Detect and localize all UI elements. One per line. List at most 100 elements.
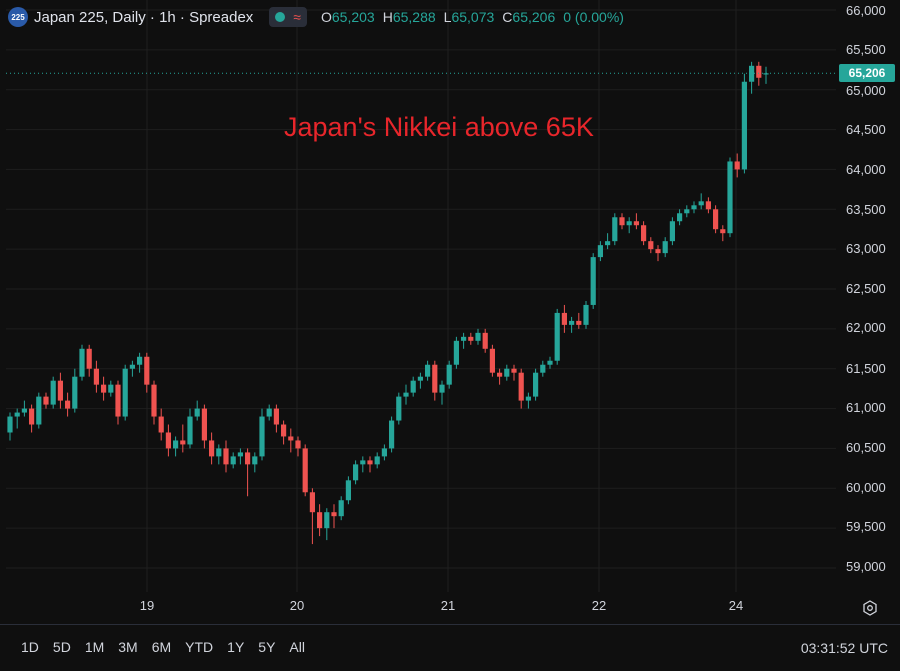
y-tick-label: 63,000	[846, 241, 886, 256]
last-price-tag: 65,206	[839, 64, 895, 82]
y-tick-label: 60,000	[846, 480, 886, 495]
range-5y-button[interactable]: 5Y	[258, 639, 276, 655]
candle	[72, 368, 78, 413]
y-tick-label: 59,500	[846, 519, 886, 534]
candle	[741, 73, 747, 174]
y-tick-label: 59,000	[846, 559, 886, 574]
symbol-badge[interactable]: 225	[8, 7, 28, 27]
candle-body-down	[43, 396, 49, 405]
candle-body-down	[165, 432, 171, 449]
price-chart[interactable]	[0, 0, 900, 624]
candle	[137, 352, 143, 373]
candle-body-down	[302, 448, 308, 493]
candle-body-up	[554, 312, 560, 361]
candle-body-up	[353, 464, 359, 481]
range-1y-button[interactable]: 1Y	[227, 639, 245, 655]
y-tick-label: 62,500	[846, 281, 886, 296]
candle	[396, 392, 402, 425]
y-tick-label: 61,500	[846, 361, 886, 376]
candle-body-up	[187, 416, 193, 445]
y-tick-label: 64,500	[846, 122, 886, 137]
range-selector: 1D 5D 1M 3M 6M YTD 1Y 5Y All	[14, 639, 312, 655]
candle	[101, 376, 107, 401]
candle-body-up	[7, 416, 13, 433]
candle	[374, 452, 380, 469]
candle-body-down	[482, 332, 488, 349]
candle-body-down	[648, 241, 654, 250]
candle-body-down	[367, 460, 373, 465]
candle	[662, 237, 668, 258]
candle	[547, 356, 553, 369]
chart-title[interactable]: Japan 225, Daily · 1h · Spreadex	[34, 8, 254, 26]
candle	[115, 380, 121, 425]
candle	[129, 360, 135, 377]
candle-body-down	[756, 65, 762, 78]
utc-clock[interactable]: 03:31:52 UTC	[800, 640, 888, 656]
range-all-button[interactable]: All	[289, 639, 305, 655]
candle-body-up	[453, 340, 459, 365]
range-1m-button[interactable]: 1M	[84, 639, 105, 655]
x-tick-label: 21	[440, 598, 456, 613]
candle	[381, 444, 387, 461]
range-3m-button[interactable]: 3M	[118, 639, 138, 655]
x-tick-label: 20	[289, 598, 305, 613]
candle	[295, 436, 301, 457]
candle	[266, 404, 272, 421]
candle-body-up	[129, 364, 135, 369]
gear-icon[interactable]	[860, 598, 880, 618]
candle	[122, 364, 128, 421]
candle	[21, 400, 27, 417]
candle-body-up	[410, 380, 416, 393]
y-tick-label: 60,500	[846, 440, 886, 455]
candle-body-down	[209, 440, 215, 457]
candle-body-up	[691, 205, 697, 210]
candle-body-down	[576, 320, 582, 325]
candle-body-down	[468, 336, 474, 341]
x-tick-label: 24	[728, 598, 744, 613]
bottom-toolbar: 1D 5D 1M 3M 6M YTD 1Y 5Y All 03:31:52 UT…	[0, 624, 900, 671]
status-dot-icon	[275, 12, 286, 22]
candle-body-down	[432, 364, 438, 393]
range-5d-button[interactable]: 5D	[52, 639, 71, 655]
candle	[497, 368, 503, 385]
candle	[345, 476, 351, 505]
candle-body-down	[201, 408, 207, 441]
candle-body-up	[230, 456, 236, 465]
candle	[331, 504, 337, 529]
candle-body-down	[86, 348, 92, 369]
candle	[43, 392, 49, 409]
candle-body-down	[273, 408, 279, 425]
range-6m-button[interactable]: 6M	[151, 639, 172, 655]
candle-body-down	[288, 436, 294, 441]
range-1d-button[interactable]: 1D	[21, 639, 39, 655]
candle-body-up	[547, 360, 553, 365]
candle-body-down	[561, 312, 567, 325]
candle-body-up	[605, 241, 611, 246]
candle	[173, 436, 179, 457]
candle-body-down	[497, 372, 503, 377]
candle-body-down	[281, 424, 287, 437]
chart-header: 225 Japan 225, Daily · 1h · Spreadex ≈ O…	[8, 6, 624, 28]
candle	[65, 392, 71, 417]
range-ytd-button[interactable]: YTD	[185, 639, 214, 655]
candle	[144, 352, 150, 393]
candle	[727, 157, 733, 238]
candle-body-up	[194, 408, 200, 417]
candle	[461, 332, 467, 349]
candle-body-up	[108, 384, 114, 393]
candle-body-down	[705, 201, 711, 210]
ohlc-high-value: 65,288	[392, 9, 436, 25]
candle-body-up	[446, 364, 452, 385]
candle	[489, 344, 495, 377]
candle	[237, 448, 243, 465]
candle-body-down	[57, 380, 63, 401]
candle-body-down	[713, 209, 719, 230]
indicator-chip[interactable]: ≈	[269, 7, 307, 27]
chart-annotation: Japan's Nikkei above 65K	[284, 112, 594, 142]
candle-body-down	[655, 249, 661, 254]
candle-body-down	[180, 440, 186, 445]
candle	[504, 364, 510, 381]
candle	[223, 440, 229, 473]
candle-body-up	[417, 376, 423, 381]
candle-body-down	[489, 348, 495, 373]
